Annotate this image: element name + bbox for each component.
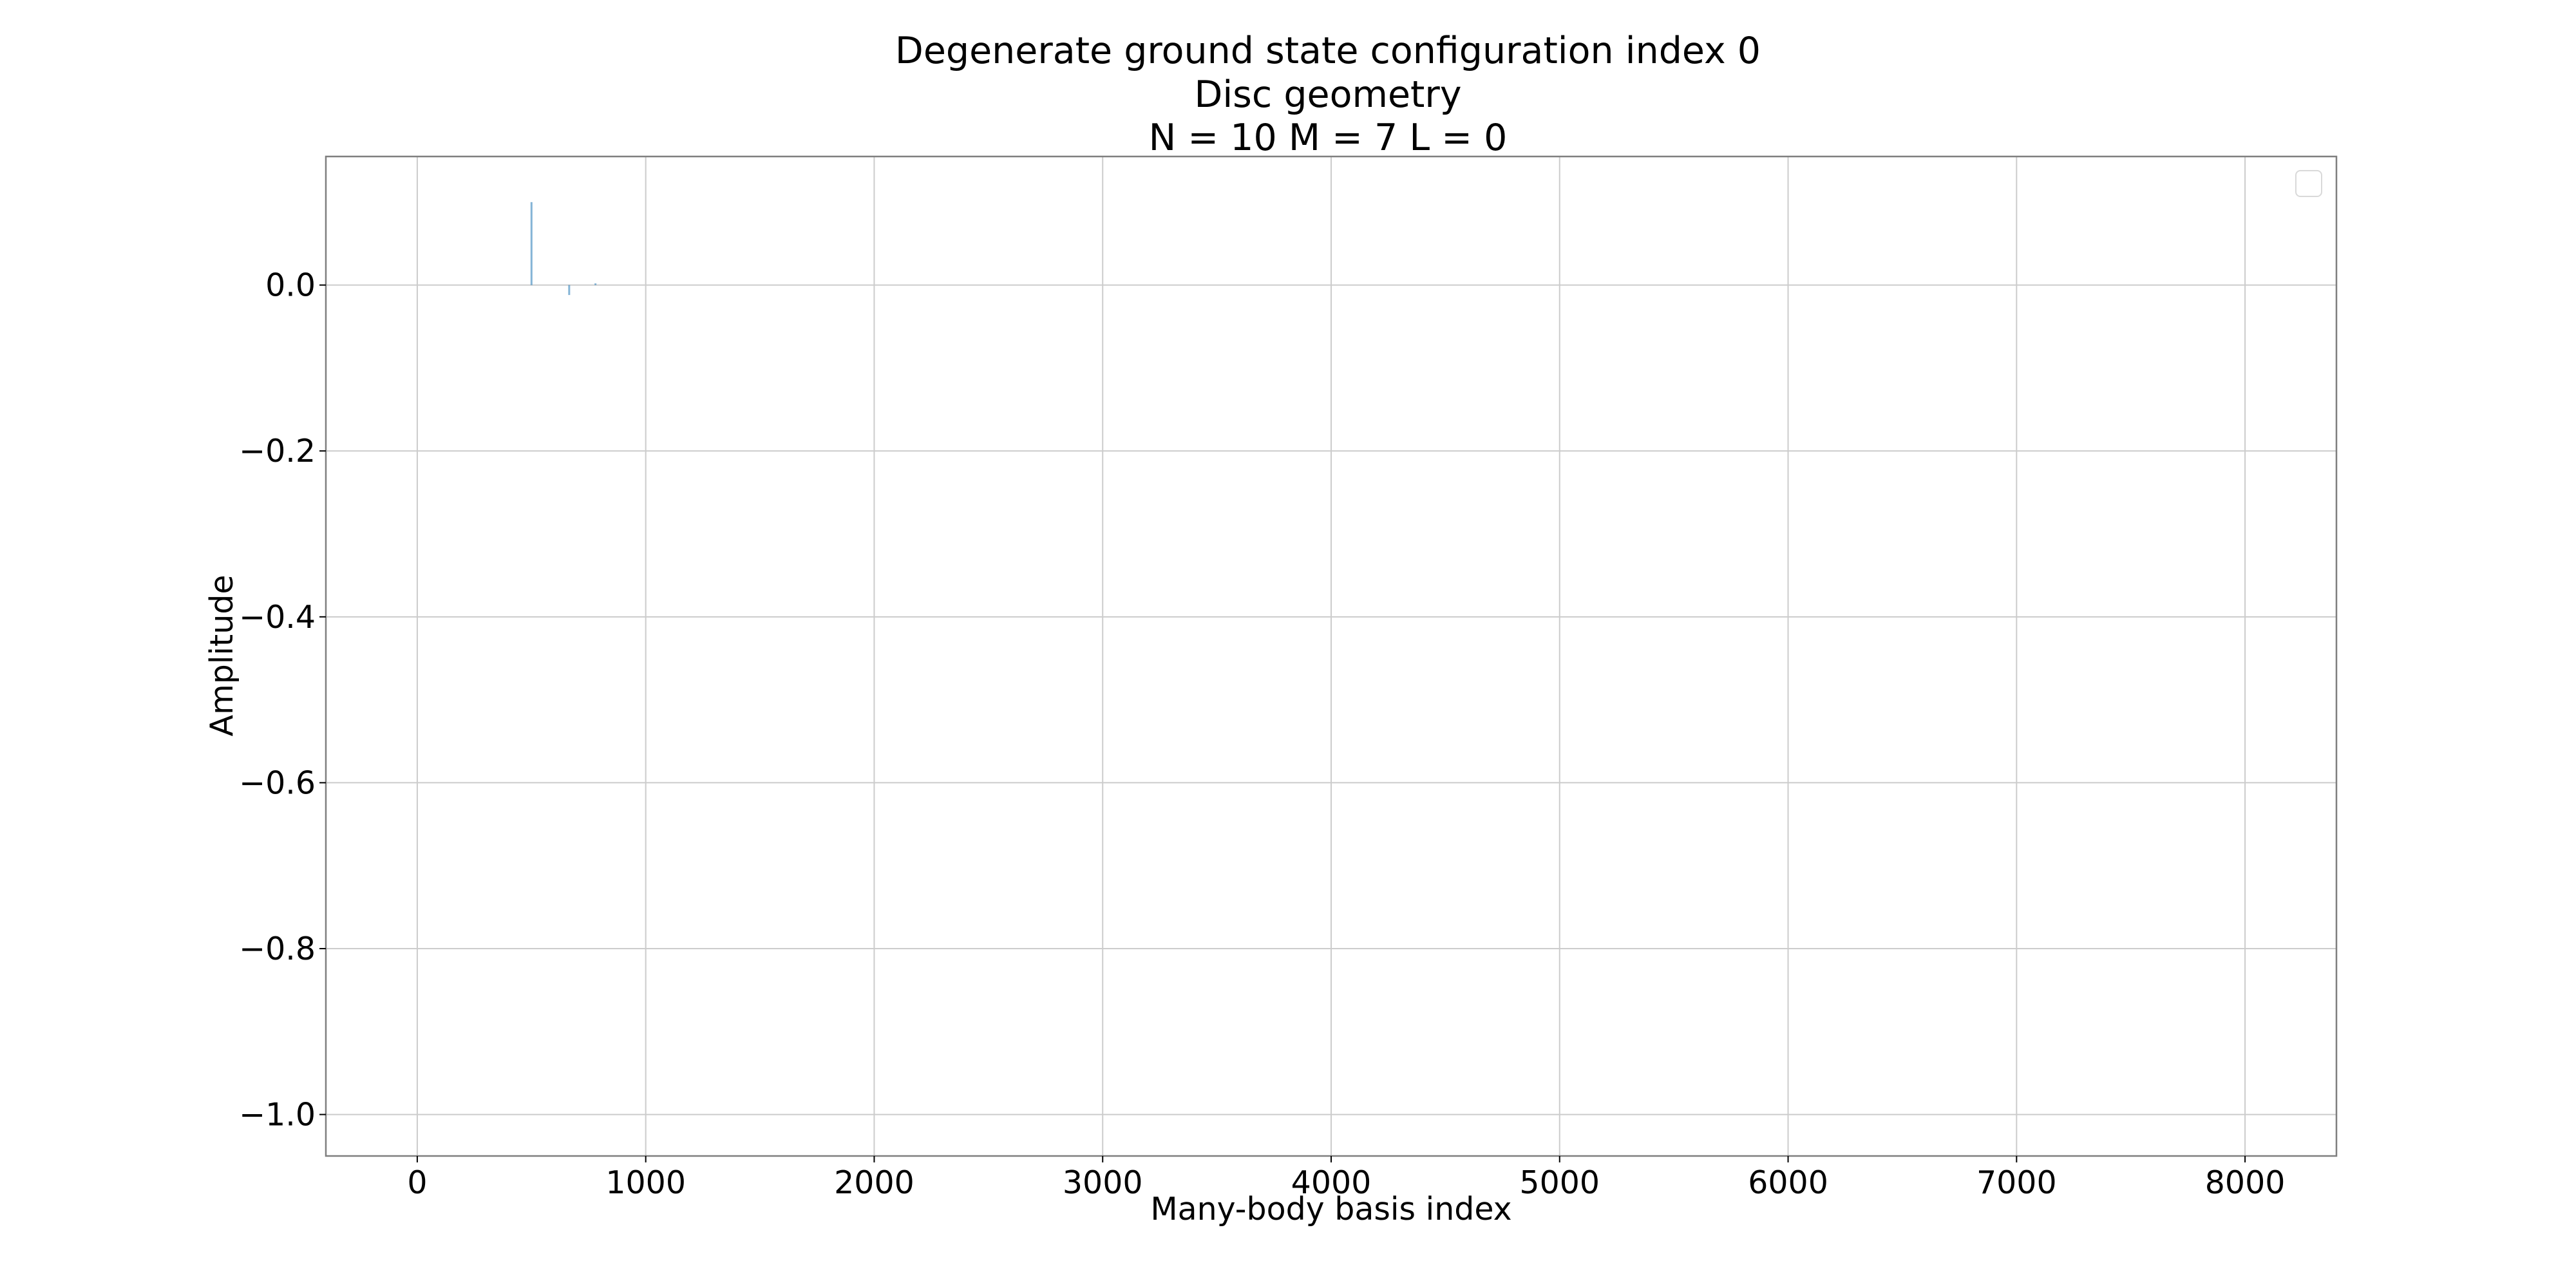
y-tick-label: −0.4 (239, 599, 316, 636)
legend-box (2295, 170, 2322, 197)
bar (568, 285, 571, 296)
y-tick-label: −0.8 (239, 931, 316, 967)
x-tick-label: 3000 (1063, 1164, 1143, 1201)
bars (530, 202, 597, 296)
bar (530, 202, 533, 285)
chart-title-line-2: Disc geometry (1194, 73, 1461, 116)
x-tick-label: 5000 (1519, 1164, 1600, 1201)
x-tick-label: 4000 (1291, 1164, 1372, 1201)
x-tick-label: 7000 (1976, 1164, 2057, 1201)
y-tick-label: −0.6 (239, 764, 316, 801)
x-tick-label: 6000 (1748, 1164, 1828, 1201)
x-tick-label: 8000 (2205, 1164, 2286, 1201)
y-axis-ticks: 0.0 −0.2 −0.4 −0.6 −0.8 −1.0 (239, 267, 326, 1133)
y-tick-label: −0.2 (239, 433, 316, 469)
x-tick-label: 2000 (834, 1164, 914, 1201)
x-axis-ticks: 0 1000 2000 3000 4000 5000 6000 7000 8000 (407, 1156, 2285, 1201)
x-tick-label: 0 (407, 1164, 427, 1201)
bar (594, 283, 597, 285)
chart-title-line-3: N = 10 M = 7 L = 0 (1149, 117, 1508, 159)
y-axis-label: Amplitude (204, 574, 240, 736)
y-tick-label: −1.0 (239, 1097, 316, 1133)
y-tick-label: 0.0 (265, 267, 316, 304)
x-tick-label: 1000 (605, 1164, 686, 1201)
grid (326, 156, 2336, 1156)
chart-title-line-1: Degenerate ground state configuration in… (895, 30, 1761, 72)
chart-title: Degenerate ground state configuration in… (895, 30, 1761, 159)
x-axis-label: Many-body basis index (1150, 1191, 1511, 1227)
